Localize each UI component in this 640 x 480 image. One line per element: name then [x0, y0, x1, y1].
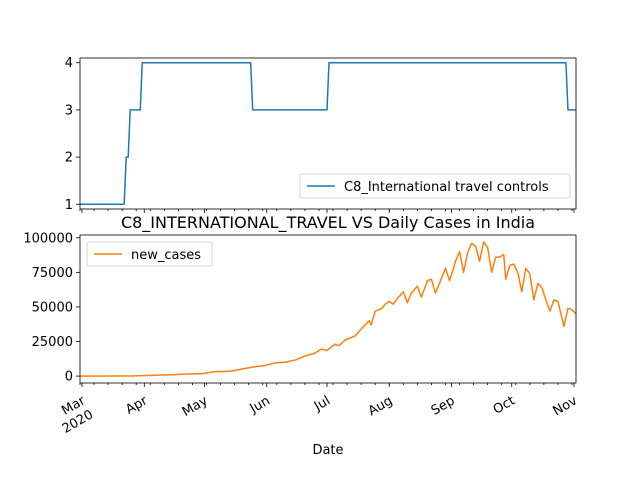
bottom-axes: C8_INTERNATIONAL_TRAVEL VS Daily Cases i…	[23, 213, 580, 458]
top-legend-label: C8_International travel controls	[344, 180, 549, 195]
bottom-y-tick-label: 100000	[23, 231, 73, 246]
bottom-legend-frame	[86, 241, 213, 267]
new-cases-line	[79, 241, 577, 377]
top-y-ticks: 1 2 3 4	[65, 56, 80, 213]
top-y-tick-label: 2	[65, 151, 73, 166]
chart-title: C8_INTERNATIONAL_TRAVEL VS Daily Cases i…	[121, 213, 535, 233]
bottom-legend: new_cases	[86, 241, 213, 267]
top-axes: 1 2 3 4 C8_International travel controls	[65, 56, 577, 213]
top-y-tick-label: 3	[65, 103, 73, 118]
bottom-y-tick-label: 25000	[32, 335, 73, 350]
bottom-y-tick-label: 0	[65, 370, 73, 385]
top-y-tick-label: 4	[65, 56, 73, 71]
bottom-y-ticks: 0 25000 50000 75000 100000	[23, 231, 80, 385]
top-axes-frame	[79, 57, 577, 210]
top-legend-frame	[299, 173, 571, 199]
travel-controls-line	[80, 61, 576, 206]
bottom-y-tick-label: 75000	[32, 266, 73, 281]
bottom-y-tick-label: 50000	[32, 300, 73, 315]
bottom-axes-frame	[79, 234, 577, 384]
bottom-x-tick-label: Jul	[311, 393, 333, 414]
bottom-legend-label: new_cases	[131, 248, 201, 263]
x-axis-label: Date	[312, 443, 343, 458]
top-legend: C8_International travel controls	[299, 173, 571, 199]
top-y-tick-label: 1	[65, 198, 73, 213]
